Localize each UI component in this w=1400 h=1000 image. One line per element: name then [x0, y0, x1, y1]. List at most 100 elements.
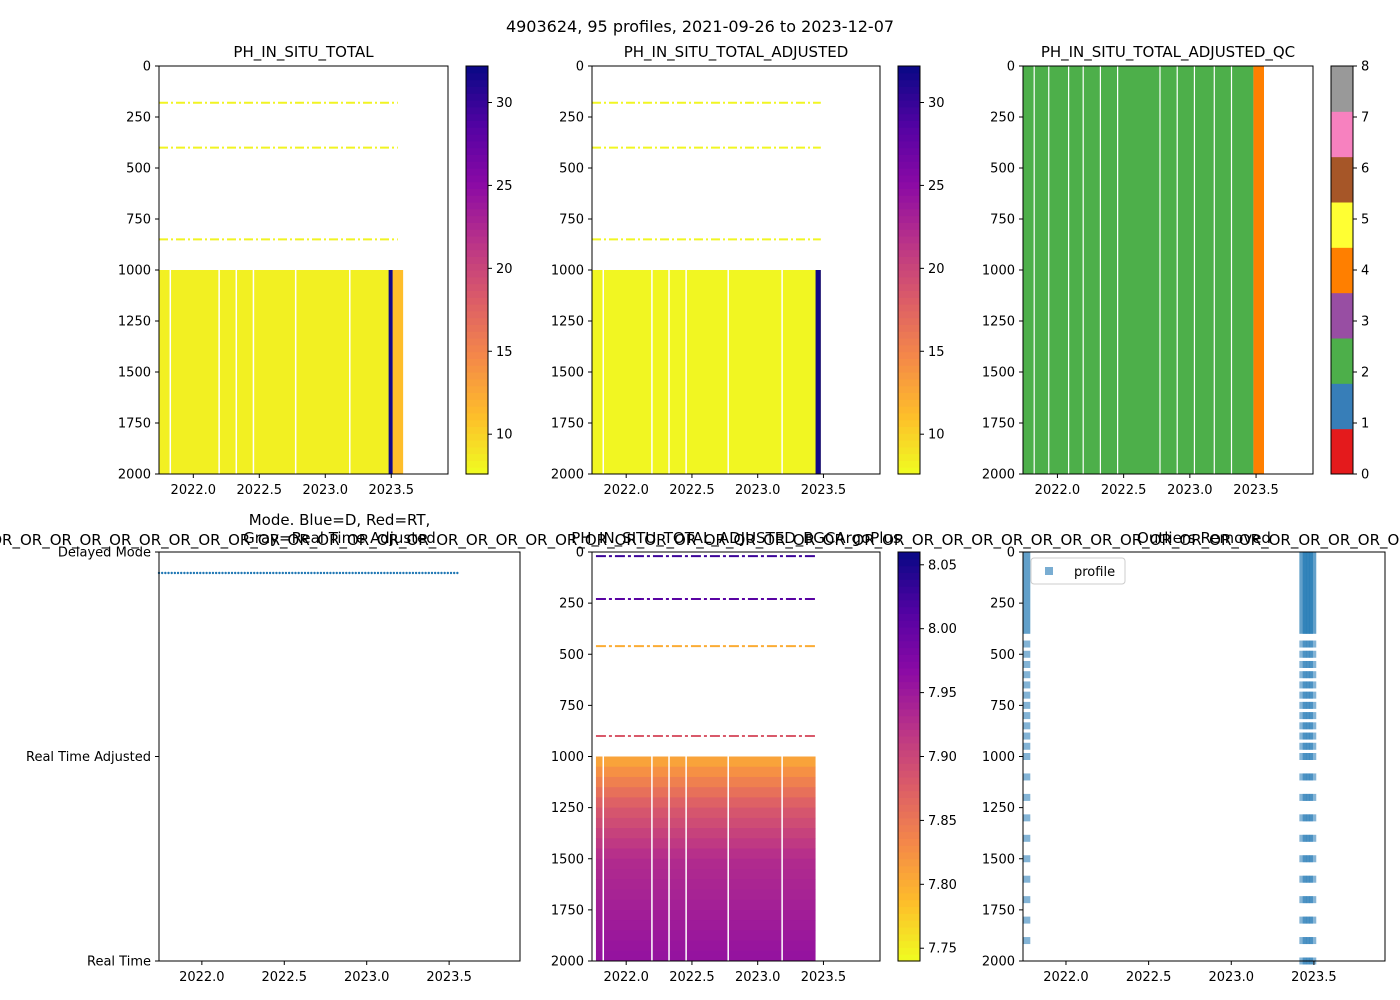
colorbar-tick-label: 25	[496, 179, 513, 194]
colorbar-segment	[898, 776, 920, 785]
colorbar-segment	[466, 446, 488, 455]
x-tick-label: 2023.0	[735, 970, 781, 985]
colorbar-segment	[898, 236, 920, 244]
colorbar-segment	[898, 940, 920, 948]
panel-title: Mode. Blue=D, Red=RT,	[249, 511, 431, 529]
colorbar-segment	[898, 134, 920, 142]
outlier-point	[1309, 712, 1317, 720]
outlier-point	[1309, 732, 1317, 740]
mode-point	[360, 571, 364, 575]
colorbar-segment	[1331, 156, 1353, 203]
deep-data-band	[595, 848, 816, 860]
y-tick-label: 1500	[118, 366, 151, 381]
mode-point	[294, 571, 297, 575]
high-value-column	[388, 270, 393, 474]
x-tick-label: 2022.5	[1126, 970, 1172, 985]
colorbar-segment	[466, 215, 488, 223]
colorbar-segment	[898, 654, 920, 662]
mode-point	[227, 571, 231, 575]
colorbar-segment	[898, 572, 920, 580]
colorbar-segment	[466, 195, 488, 203]
deep-data-band	[595, 828, 816, 839]
colorbar-segment	[466, 412, 488, 421]
panel-title: PH_IN_SITU_TOTAL	[233, 43, 374, 62]
colorbar-segment	[898, 783, 920, 792]
colorbar-segment	[898, 926, 920, 935]
colorbar-segment	[898, 93, 920, 101]
colorbar-segment	[898, 892, 920, 901]
mode-point	[208, 571, 211, 575]
high-value-column	[815, 270, 821, 474]
mode-point	[256, 571, 259, 575]
mode-point	[421, 571, 424, 575]
mode-point	[221, 571, 224, 575]
legend-box	[1030, 557, 1126, 585]
colorbar-segment	[466, 181, 488, 189]
mode-point	[446, 571, 450, 575]
colorbar-segment	[898, 161, 920, 169]
colorbar-segment	[898, 100, 920, 108]
mode-point	[310, 571, 313, 575]
x-tick-label: 2022.5	[237, 483, 283, 498]
colorbar-segment	[898, 392, 920, 400]
colorbar-segment	[898, 858, 920, 867]
colorbar-segment	[898, 804, 920, 812]
outlier-point	[1023, 732, 1031, 740]
y-tick-label: 750	[126, 213, 151, 228]
mode-point	[275, 571, 278, 575]
x-tick-label: 2022.5	[1101, 483, 1147, 498]
colorbar-segment	[898, 147, 920, 155]
mode-point	[427, 571, 430, 575]
colorbar-segment	[466, 276, 488, 285]
x-tick-label: 2023.0	[1209, 970, 1255, 985]
colorbar-segment	[898, 263, 920, 271]
colorbar-tick-label: 7.90	[928, 750, 957, 765]
profile-gap	[1230, 66, 1233, 474]
colorbar-segment	[466, 256, 488, 264]
colorbar-segment	[466, 174, 488, 183]
colorbar-segment	[898, 256, 920, 264]
mode-point	[202, 571, 205, 575]
deep-data-band	[595, 797, 816, 809]
deep-data-band	[595, 787, 816, 798]
outlier-point	[1309, 701, 1317, 709]
mode-point	[392, 571, 396, 575]
colorbar-segment	[1331, 292, 1353, 339]
deep-data-band	[595, 940, 816, 952]
x-tick-label: 2022.0	[171, 483, 217, 498]
x-tick-label: 2022.0	[603, 970, 649, 985]
outlier-point	[1023, 814, 1031, 822]
y-tick-label: 500	[990, 648, 1015, 663]
profile-gap	[169, 270, 172, 474]
outlier-point	[1309, 814, 1317, 822]
colorbar-segment	[466, 147, 488, 155]
colorbar-segment	[898, 811, 920, 819]
mode-point	[224, 571, 227, 575]
y-tick-label: 1750	[551, 903, 584, 918]
colorbar-segment	[898, 270, 920, 278]
colorbar-segment	[1331, 428, 1353, 475]
colorbar-segment	[898, 647, 920, 655]
mode-point	[176, 571, 180, 575]
colorbar-segment	[898, 66, 920, 74]
mode-point	[405, 571, 408, 575]
mode-point	[211, 571, 215, 575]
y-tick-label: 2000	[982, 468, 1015, 483]
profile-gap	[668, 270, 670, 474]
panel-ph-in-situ-total-adjusted-qc: PH_IN_SITU_TOTAL_ADJUSTED_QC 2022.0 2022.5…	[982, 43, 1369, 498]
mode-point	[265, 571, 269, 575]
x-tick-label: 2023.5	[1291, 970, 1337, 985]
colorbar-segment	[466, 161, 488, 169]
mode-point	[389, 571, 392, 575]
mode-point	[173, 571, 177, 575]
axes-frame	[158, 551, 521, 962]
profile-gap	[651, 270, 653, 474]
colorbar-segment	[898, 229, 920, 237]
colorbar-segment	[466, 324, 488, 332]
mode-point	[424, 571, 427, 575]
y-tick-label: 750	[559, 213, 584, 228]
y-tick-label: 1250	[551, 315, 584, 330]
mode-point	[399, 571, 402, 575]
colorbar-segment	[898, 674, 920, 683]
colorbar-segment	[898, 824, 920, 833]
